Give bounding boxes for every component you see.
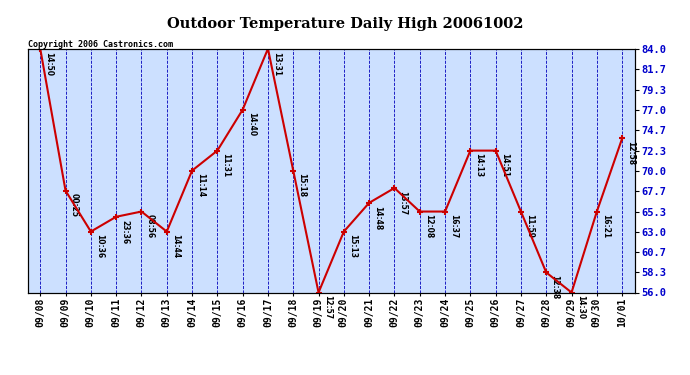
Text: Outdoor Temperature Daily High 20061002: Outdoor Temperature Daily High 20061002 — [167, 17, 523, 31]
Text: 15:18: 15:18 — [297, 173, 306, 198]
Text: Copyright 2006 Castronics.com: Copyright 2006 Castronics.com — [28, 40, 172, 49]
Text: 12:57: 12:57 — [323, 295, 332, 320]
Text: 16:21: 16:21 — [601, 214, 610, 238]
Text: 08:56: 08:56 — [146, 214, 155, 238]
Text: 14:50: 14:50 — [44, 51, 53, 75]
Text: 12:38: 12:38 — [551, 275, 560, 300]
Text: 14:48: 14:48 — [373, 206, 382, 230]
Text: 12:58: 12:58 — [627, 141, 635, 165]
Text: 13:57: 13:57 — [399, 191, 408, 215]
Text: 14:44: 14:44 — [171, 234, 180, 258]
Text: 14:51: 14:51 — [500, 153, 509, 177]
Text: 23:36: 23:36 — [120, 219, 129, 244]
Text: 11:59: 11:59 — [525, 214, 534, 238]
Text: 14:40: 14:40 — [247, 112, 256, 136]
Text: 13:31: 13:31 — [272, 51, 281, 76]
Text: 10:36: 10:36 — [95, 234, 104, 258]
Text: 11:14: 11:14 — [196, 173, 205, 198]
Text: 14:30: 14:30 — [575, 295, 584, 320]
Text: 00:25: 00:25 — [70, 194, 79, 217]
Text: 14:13: 14:13 — [475, 153, 484, 177]
Text: 16:37: 16:37 — [449, 214, 458, 238]
Text: 11:31: 11:31 — [221, 153, 230, 177]
Text: 12:08: 12:08 — [424, 214, 433, 238]
Text: 15:13: 15:13 — [348, 234, 357, 258]
